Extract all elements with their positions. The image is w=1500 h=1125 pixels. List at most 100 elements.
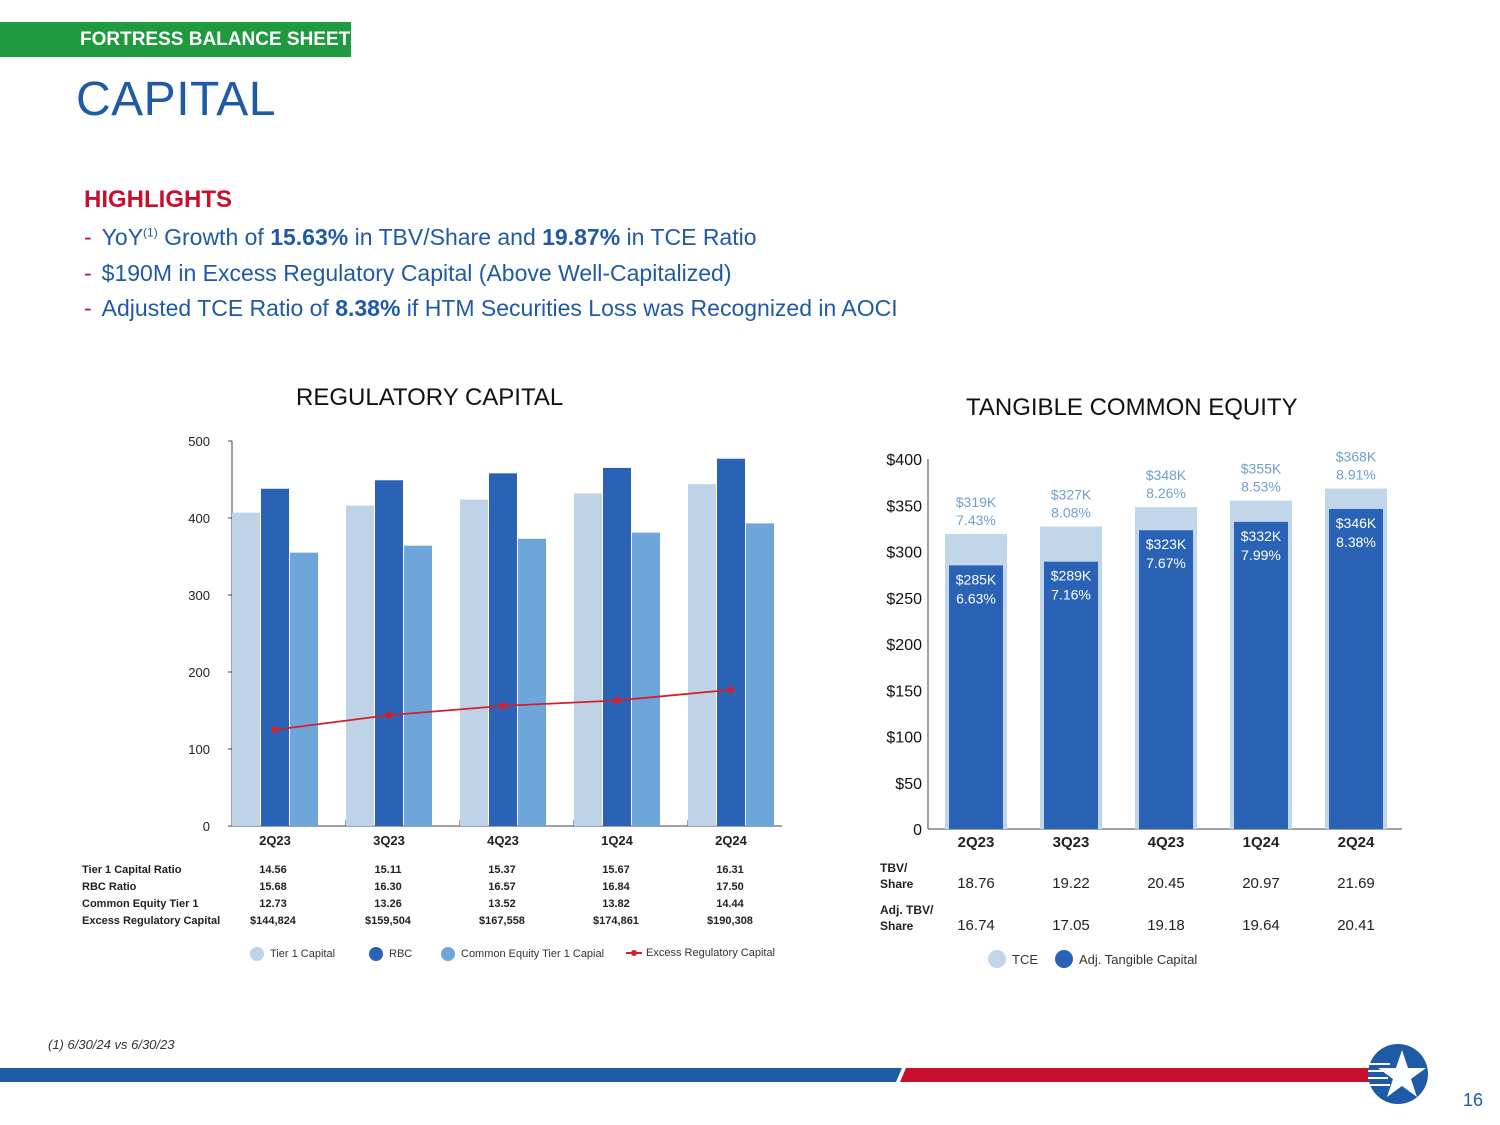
tier1-bar	[574, 493, 602, 826]
legend-adj-tangible: Adj. Tangible Capital	[1055, 950, 1197, 968]
excess-capital-point	[271, 726, 279, 734]
y-tick-label: $300	[886, 545, 922, 562]
table-cell: $144,824	[250, 915, 296, 927]
table-cell: 15.68	[259, 881, 287, 893]
x-tick-label: 4Q23	[487, 833, 519, 848]
adj-tangible-value-label: $285K	[956, 571, 997, 587]
y-tick-label: $100	[886, 730, 922, 747]
table-cell: 15.11	[374, 864, 402, 876]
page-title: CAPITAL	[76, 73, 276, 126]
rbc-bar	[489, 473, 517, 826]
excess-line-swatch	[626, 950, 642, 956]
tce-table-cell: 20.41	[1337, 917, 1375, 934]
tce-table-cell: 20.45	[1147, 875, 1185, 892]
table-cell: 12.73	[259, 898, 287, 910]
regulatory-capital-chart: 0 100 200 300 400 500 2Q23 3Q23 4Q23 1Q24 2Q24	[188, 434, 782, 848]
y-tick-label: 500	[188, 434, 210, 449]
cet1-bar	[404, 545, 432, 826]
rbc-bar	[717, 458, 745, 826]
adj-tangible-ratio-label: 8.38%	[1336, 534, 1376, 550]
highlights-heading: HIGHLIGHTS	[84, 186, 232, 213]
page-number: 16	[1463, 1090, 1484, 1110]
tier1-swatch	[250, 947, 264, 961]
tier1-bar	[232, 512, 260, 826]
tce-value-label: $348K	[1146, 467, 1187, 483]
table-cell: 13.82	[602, 898, 630, 910]
tier1-bar	[346, 505, 374, 826]
x-tick-label: 2Q23	[259, 833, 291, 848]
tce-value-label: $327K	[1051, 487, 1092, 503]
table-cell: 16.30	[374, 881, 402, 893]
star-logo-icon	[1368, 1044, 1428, 1104]
cet1-swatch	[441, 947, 455, 961]
table-cell: 14.44	[716, 898, 744, 910]
table-row-label: RBC Ratio	[82, 881, 137, 893]
tce-ratio-label: 8.53%	[1241, 479, 1281, 495]
section-tag: FORTRESS BALANCE SHEET	[0, 22, 351, 57]
x-tick-label: 4Q23	[1148, 834, 1185, 851]
adj-tangible-value-label: $346K	[1336, 515, 1377, 531]
table-row-label: Tier 1 Capital Ratio	[82, 864, 182, 876]
rbc-bar	[261, 488, 289, 826]
legend-tier1: Tier 1 Capital	[250, 947, 335, 961]
highlight-item-2: - $190M in Excess Regulatory Capital (Abo…	[84, 260, 732, 286]
y-tick-label: 0	[913, 822, 922, 839]
table-cell: 16.57	[488, 881, 516, 893]
y-tick-label: 0	[203, 819, 210, 834]
x-tick-label: 1Q24	[1243, 834, 1280, 851]
table-row-label: Common Equity Tier 1	[82, 898, 199, 910]
legend-excess: Excess Regulatory Capital	[626, 947, 775, 959]
adj-tangible-bar	[1234, 521, 1288, 829]
tce-title: TANGIBLE COMMON EQUITY	[966, 394, 1298, 421]
y-tick-label: 100	[188, 742, 210, 757]
y-tick-label: $350	[886, 498, 922, 515]
y-tick-label: $400	[886, 452, 922, 469]
x-tick-label: 2Q24	[715, 833, 748, 848]
table-cell: $167,558	[479, 915, 525, 927]
table-cell: 13.26	[374, 898, 402, 910]
legend-cet1: Common Equity Tier 1 Capial	[441, 947, 604, 961]
adj-tangible-value-label: $323K	[1146, 536, 1187, 552]
adj-tangible-ratio-label: 7.99%	[1241, 547, 1281, 563]
tce-table-cell: 19.64	[1242, 917, 1280, 934]
adj-tangible-bar	[1044, 561, 1098, 829]
tce-value-label: $355K	[1241, 461, 1282, 477]
legend-tce: TCE	[988, 950, 1038, 968]
adj-tangible-value-label: $289K	[1051, 568, 1092, 584]
y-tick-label: 200	[188, 665, 210, 680]
adj-tangible-swatch	[1055, 950, 1073, 968]
tce-chart: 0 $50 $100 $150 $200 $250 $300 $350 $400 $319K 7.4…	[886, 449, 1402, 851]
x-tick-label: 2Q23	[958, 834, 995, 851]
tce-table-row-label: TBV/Share	[880, 861, 914, 891]
y-tick-label: 300	[188, 588, 210, 603]
table-cell: $174,861	[593, 915, 639, 927]
highlight-item-3: - Adjusted TCE Ratio of 8.38% if HTM Secu…	[84, 295, 898, 321]
cet1-bar	[290, 552, 318, 826]
legend-rbc: RBC	[369, 947, 412, 961]
tce-value-label: $319K	[956, 494, 997, 510]
x-tick-label: 3Q23	[373, 833, 405, 848]
tce-table-cell: 18.76	[957, 875, 995, 892]
table-cell: 15.67	[602, 864, 630, 876]
footer-stripe	[0, 1068, 1370, 1082]
adj-tangible-bar	[1329, 508, 1383, 829]
footnote: (1) 6/30/24 vs 6/30/23	[48, 1037, 175, 1052]
y-tick-label: $50	[895, 776, 922, 793]
y-tick-label: 400	[188, 511, 210, 526]
table-cell: 16.84	[602, 881, 630, 893]
table-cell: 13.52	[488, 898, 516, 910]
cet1-bar	[632, 532, 660, 826]
tce-ratio-label: 8.08%	[1051, 505, 1091, 521]
adj-tangible-ratio-label: 7.16%	[1051, 587, 1091, 603]
x-tick-label: 1Q24	[601, 833, 634, 848]
adj-tangible-value-label: $332K	[1241, 528, 1282, 544]
tce-ratio-label: 7.43%	[956, 512, 996, 528]
adj-tangible-bar	[1139, 530, 1193, 829]
cet1-bar	[746, 523, 774, 826]
tier1-bar	[688, 484, 716, 826]
tce-ratio-label: 8.26%	[1146, 485, 1186, 501]
tce-table-cell: 17.05	[1052, 917, 1090, 934]
tce-value-label: $368K	[1336, 449, 1377, 465]
tce-swatch	[988, 950, 1006, 968]
excess-capital-point	[727, 686, 735, 694]
